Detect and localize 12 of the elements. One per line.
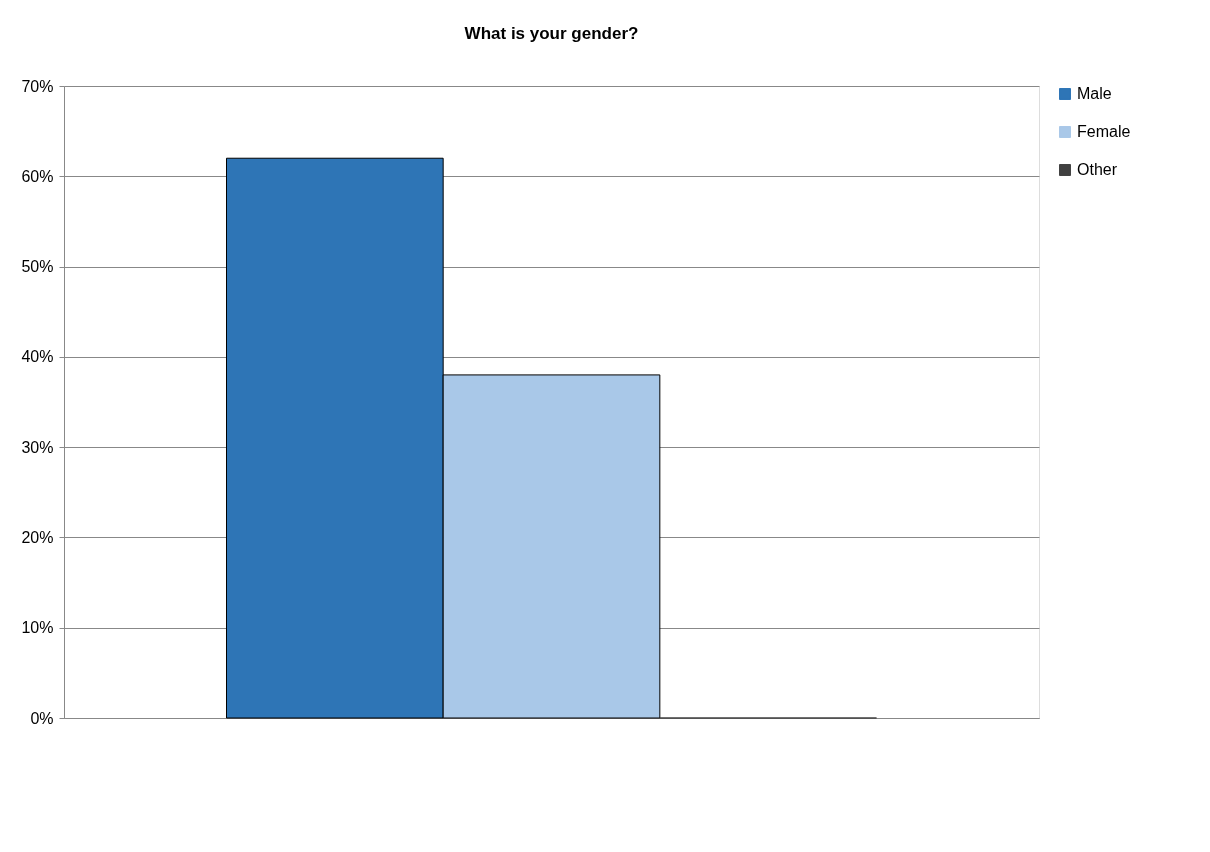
legend-label: Other bbox=[1077, 161, 1118, 178]
y-tick-label: 30% bbox=[21, 438, 54, 456]
legend-label: Female bbox=[1077, 123, 1131, 140]
legend-label: Male bbox=[1077, 85, 1112, 102]
y-tick-label: 40% bbox=[21, 348, 54, 366]
y-tick-label: 10% bbox=[21, 619, 54, 637]
chart-title: What is your gender? bbox=[464, 24, 639, 43]
y-tick-label: 50% bbox=[21, 258, 54, 276]
y-tick-label: 0% bbox=[30, 709, 54, 727]
y-tick-label: 20% bbox=[21, 528, 54, 546]
y-tick-label: 60% bbox=[21, 167, 54, 185]
y-tick-label: 70% bbox=[21, 77, 54, 95]
